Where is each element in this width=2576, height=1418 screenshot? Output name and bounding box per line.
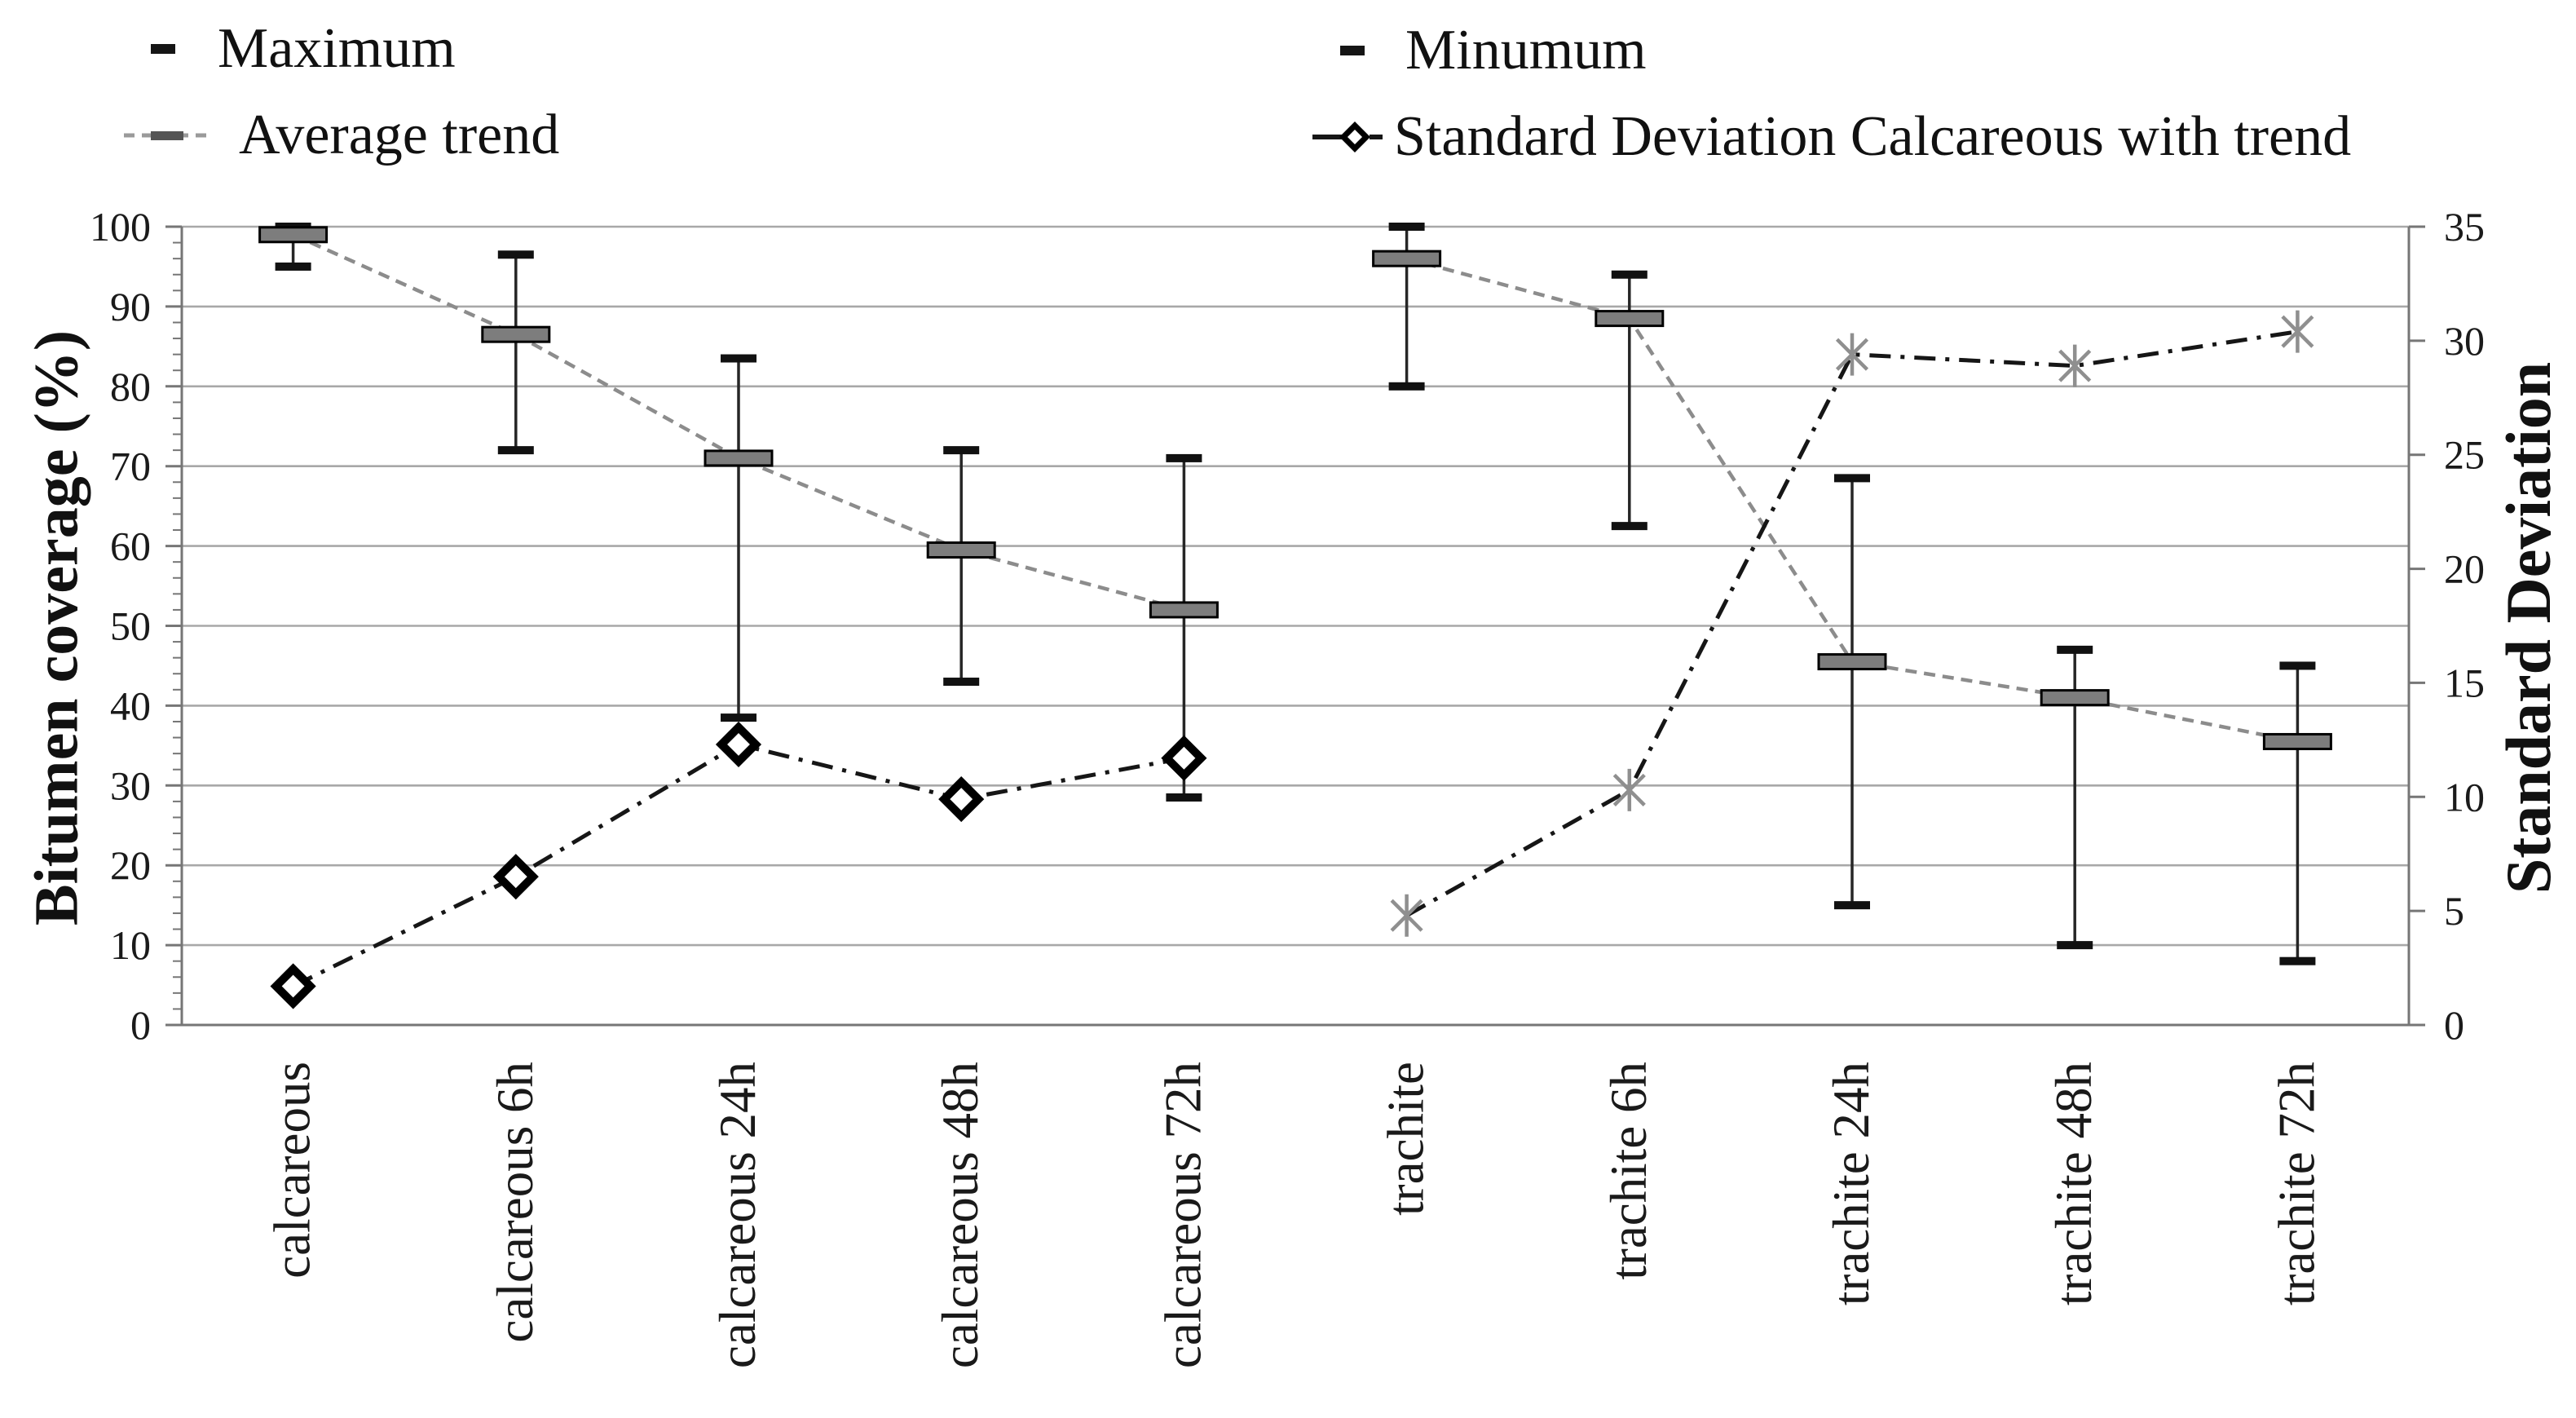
left-axis-tick-label: 90 xyxy=(110,284,151,329)
right-axis-tick-label: 0 xyxy=(2444,1002,2464,1048)
legend-maximum-label: Maximum xyxy=(218,17,456,80)
minimum-cap xyxy=(275,262,311,271)
minimum-cap xyxy=(1611,522,1647,531)
right-axis-tick-label: 20 xyxy=(2444,546,2485,592)
maximum-cap xyxy=(1166,453,1202,462)
left-axis-tick-label: 40 xyxy=(110,682,151,728)
x-category-label: calcareous 6h xyxy=(487,1062,544,1343)
std-dev-asterisk-marker xyxy=(2281,315,2314,348)
legend-minimum-label: Minumum xyxy=(1405,19,1647,82)
legend-item-minimum: Minumum xyxy=(1340,18,1647,83)
minimum-cap xyxy=(1388,382,1425,391)
minimum-cap xyxy=(1834,901,1870,910)
std-dev-asterisk-marker xyxy=(2058,349,2092,382)
average-box xyxy=(1595,310,1665,328)
legend-average-trend-label: Average trend xyxy=(239,104,560,166)
left-axis-tick-label: 0 xyxy=(130,1002,151,1048)
minimum-cap xyxy=(497,446,534,455)
average-box xyxy=(258,226,329,244)
average-box xyxy=(2262,732,2332,750)
left-axis-tick-label: 100 xyxy=(90,204,151,250)
maximum-dash-marker-icon xyxy=(151,44,175,54)
average-box xyxy=(1149,601,1219,619)
left-axis-tick-label: 50 xyxy=(110,603,151,649)
average-box xyxy=(481,325,551,343)
average-box xyxy=(704,449,774,467)
maximum-cap xyxy=(943,446,980,455)
maximum-cap xyxy=(1834,474,1870,483)
left-axis-tick-label: 60 xyxy=(110,523,151,569)
maximum-cap xyxy=(497,250,534,259)
std-dev-diamond-marker xyxy=(270,963,316,1009)
std-dev-asterisk-marker xyxy=(1835,338,1869,371)
std-dev-asterisk-marker xyxy=(1612,773,1646,806)
right-axis-tick-label: 15 xyxy=(2444,660,2485,705)
x-category-label: trachite 72h xyxy=(2268,1062,2325,1305)
average-box xyxy=(2040,689,2110,707)
std-dev-diamond-marker xyxy=(492,854,539,900)
std-dev-diamond-marker xyxy=(938,776,985,823)
legend-item-average-trend: Average trend xyxy=(124,103,559,168)
maximum-cap xyxy=(2279,661,2316,670)
legend-item-std-calcareous: Standard Deviation Calcareous with trend xyxy=(1312,104,2351,170)
left-axis-tick-label: 80 xyxy=(110,364,151,409)
right-axis-tick-label: 30 xyxy=(2444,318,2485,364)
minimum-cap xyxy=(1166,793,1202,802)
std-dev-asterisk-marker xyxy=(1390,899,1423,932)
minimum-cap xyxy=(2057,941,2093,950)
average-box xyxy=(1372,250,1442,267)
maximum-cap xyxy=(2057,645,2093,654)
maximum-cap xyxy=(1611,270,1647,279)
average-box xyxy=(1817,653,1887,671)
legend-item-maximum: Maximum xyxy=(151,16,456,82)
minimum-cap xyxy=(2279,956,2316,965)
average-box xyxy=(926,541,996,559)
std-calcareous-marker-icon xyxy=(1312,121,1383,152)
std-dev-diamond-marker xyxy=(1161,735,1207,781)
average-trend-marker-icon xyxy=(124,131,209,140)
std-dev-trachite-line xyxy=(1405,329,2298,917)
maximum-cap xyxy=(1388,223,1425,231)
right-axis-tick-label: 5 xyxy=(2444,888,2464,934)
std-dev-diamond-marker xyxy=(715,721,762,768)
legend-std-calcareous-label: Standard Deviation Calcareous with trend xyxy=(1394,105,2352,168)
maximum-cap xyxy=(721,354,756,363)
x-category-label: calcareous xyxy=(264,1062,321,1279)
left-axis-tick-label: 10 xyxy=(110,922,151,968)
x-category-label: calcareous 48h xyxy=(932,1062,989,1368)
x-category-label: trachite 48h xyxy=(2045,1062,2102,1305)
x-category-label: calcareous 24h xyxy=(709,1062,766,1368)
right-axis-tick-label: 25 xyxy=(2444,432,2485,478)
x-category-label: trachite 6h xyxy=(1600,1062,1657,1280)
right-axis-tick-label: 35 xyxy=(2444,204,2485,250)
right-axis-tick-label: 10 xyxy=(2444,774,2485,819)
left-axis-tick-label: 20 xyxy=(110,842,151,888)
x-category-label: trachite 24h xyxy=(1823,1062,1880,1305)
left-axis-tick-label: 30 xyxy=(110,762,151,808)
minimum-cap xyxy=(721,713,756,722)
minimum-cap xyxy=(943,678,980,687)
left-axis-tick-label: 70 xyxy=(110,444,151,489)
x-category-label: trachite xyxy=(1378,1062,1435,1216)
minimum-dash-marker-icon xyxy=(1340,46,1365,55)
x-category-label: calcareous 72h xyxy=(1154,1062,1211,1368)
